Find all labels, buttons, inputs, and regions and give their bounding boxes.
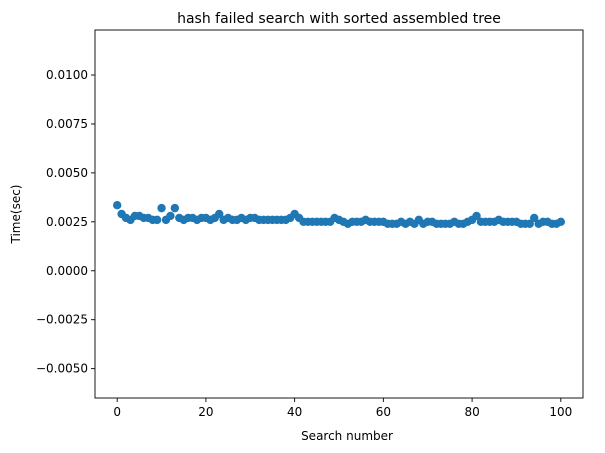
- x-tick-label: 20: [198, 405, 213, 419]
- x-axis-label: Search number: [301, 429, 393, 443]
- chart-title: hash failed search with sorted assembled…: [177, 11, 501, 27]
- y-axis-label: Time(sec): [9, 185, 23, 245]
- y-tick-label: 0.0000: [46, 264, 88, 278]
- data-point: [472, 211, 481, 221]
- y-tick-label: 0.0075: [46, 117, 88, 131]
- x-tick-label: 60: [376, 405, 391, 419]
- data-points: [112, 200, 566, 228]
- y-tick-label: −0.0050: [36, 362, 88, 376]
- data-point: [157, 203, 166, 213]
- data-point: [215, 209, 224, 219]
- x-tick-label: 80: [464, 405, 479, 419]
- x-tick-label: 0: [113, 405, 121, 419]
- x-tick-label: 100: [549, 405, 572, 419]
- y-axis: −0.0050 −0.0025 0.0000 0.0025 0.0050 0.0075 0.…: [36, 68, 95, 376]
- x-tick-label: 40: [287, 405, 302, 419]
- data-point: [112, 200, 122, 210]
- plot-frame: [94, 29, 584, 399]
- y-tick-label: 0.0100: [46, 68, 88, 82]
- y-tick-label: 0.0025: [46, 215, 88, 229]
- y-tick-label: 0.0050: [46, 166, 88, 180]
- data-point: [170, 203, 180, 213]
- data-point: [166, 211, 175, 221]
- y-tick-label: −0.0025: [36, 313, 88, 327]
- data-point: [556, 217, 566, 227]
- x-axis: 0 20 40 60 80 100: [113, 398, 572, 419]
- data-point: [152, 215, 162, 225]
- data-point: [530, 213, 539, 223]
- data-point: [525, 219, 534, 228]
